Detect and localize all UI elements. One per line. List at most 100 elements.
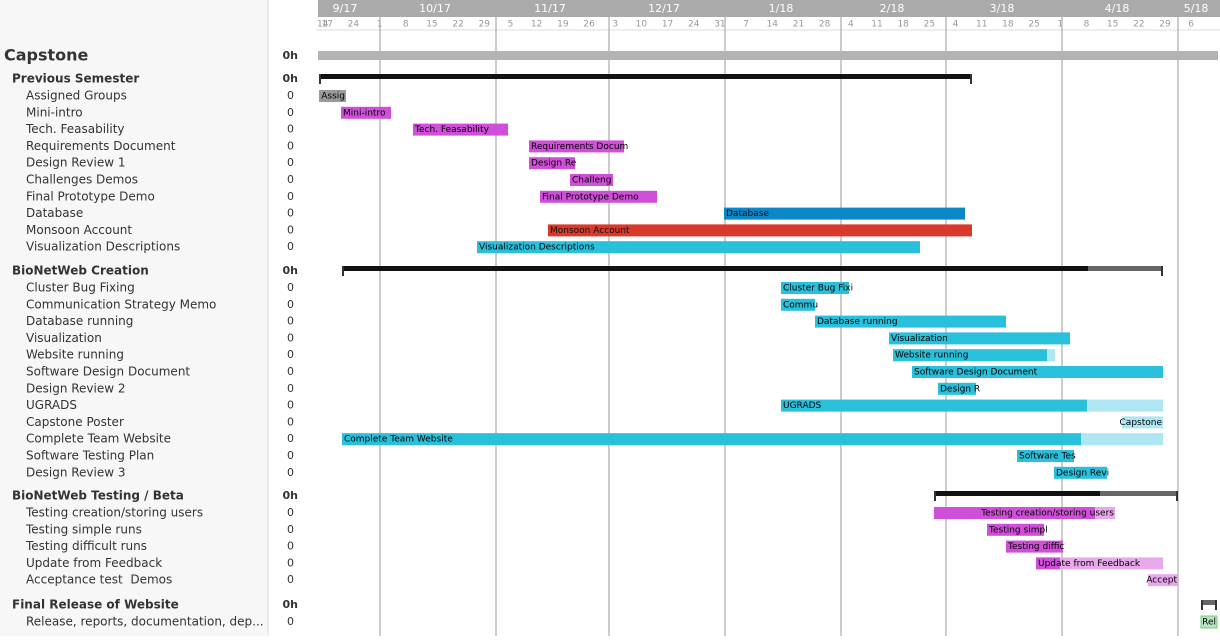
group-hours: 0h xyxy=(283,598,299,611)
task-name: Mini-intro xyxy=(26,105,83,119)
week-label: 1 xyxy=(1057,20,1063,30)
bar-label: Assig xyxy=(321,92,345,102)
bar-label: Commu xyxy=(783,300,818,310)
week-label: 31 xyxy=(714,20,725,30)
month-label: 9/17 xyxy=(333,2,358,15)
task-name: Visualization xyxy=(26,331,102,345)
month-label: 10/17 xyxy=(419,2,451,15)
task-bar xyxy=(319,90,346,102)
summary-cap xyxy=(1176,491,1178,501)
task-hours: 0 xyxy=(287,123,294,136)
bar-label: Requirements Docum xyxy=(531,142,628,152)
task-bar xyxy=(529,157,575,170)
task-bar xyxy=(912,366,1163,378)
task-bar xyxy=(724,207,965,220)
task-hours: 0 xyxy=(287,190,294,203)
week-label: 19 xyxy=(557,20,569,30)
task-hours: 0 xyxy=(287,223,294,236)
task-bar xyxy=(342,433,1081,446)
bar-label: Challeng xyxy=(572,176,611,186)
week-label: 18 xyxy=(897,20,909,30)
task-name: Design Review 3 xyxy=(26,465,126,479)
bar-label: Visualization Descriptions xyxy=(479,243,595,253)
week-label: 24 xyxy=(348,20,360,30)
task-hours: 0 xyxy=(287,365,294,378)
week-label: 8 xyxy=(403,20,409,30)
bar-label: Update from Feedback xyxy=(1038,559,1141,569)
task-name: Testing simple runs xyxy=(25,522,142,536)
task-name: Cluster Bug Fixing xyxy=(26,281,135,295)
project-name: Capstone xyxy=(4,46,89,65)
task-hours: 0 xyxy=(287,156,294,169)
summary-bar xyxy=(319,74,972,79)
bar-label: Rel xyxy=(1202,618,1216,628)
task-hours: 0 xyxy=(287,281,294,294)
task-name: Requirements Document xyxy=(26,139,176,153)
task-hours: 0 xyxy=(287,399,294,412)
task-hours: 0 xyxy=(287,173,294,186)
group-hours: 0h xyxy=(283,264,299,277)
week-label: 21 xyxy=(793,20,804,30)
week-label: 17 xyxy=(662,20,673,30)
task-hours: 0 xyxy=(287,449,294,462)
week-label: 22 xyxy=(452,20,463,30)
week-label: 4 xyxy=(953,20,959,30)
summary-cap xyxy=(1201,600,1203,610)
task-bar xyxy=(1017,450,1074,462)
bar-label: Software Tes xyxy=(1019,452,1076,462)
task-bar-remaining xyxy=(1036,557,1163,570)
task-hours: 0 xyxy=(287,106,294,119)
month-label: 1/18 xyxy=(769,2,794,15)
task-hours: 0 xyxy=(287,615,294,628)
summary-cap xyxy=(934,491,936,501)
project-bar xyxy=(318,51,1218,60)
week-label: 5 xyxy=(508,20,514,30)
task-bar xyxy=(1054,466,1107,479)
summary-cap xyxy=(1215,600,1217,610)
task-hours: 0 xyxy=(287,573,294,586)
task-hours: 0 xyxy=(287,240,294,253)
task-name: Tech. Feasability xyxy=(25,122,125,136)
task-hours: 0 xyxy=(287,540,294,553)
week-label: 17 xyxy=(321,20,332,30)
bar-label: Testing creation/storing users xyxy=(980,509,1114,519)
group-name: BioNetWeb Creation xyxy=(12,264,149,278)
week-label: 3 xyxy=(612,20,618,30)
task-bar xyxy=(934,507,1095,519)
task-hours: 0 xyxy=(287,331,294,344)
week-label: 28 xyxy=(819,20,831,30)
task-name: Visualization Descriptions xyxy=(26,240,180,254)
bar-label: Capstone xyxy=(1120,418,1163,428)
summary-bar xyxy=(342,266,1088,271)
task-hours: 0 xyxy=(287,523,294,536)
task-bar xyxy=(529,140,624,153)
bar-label: Testing simpl xyxy=(988,525,1048,535)
bar-label: Website running xyxy=(895,351,968,361)
task-bar xyxy=(781,282,849,294)
bar-label: Database xyxy=(726,209,769,219)
week-label: 25 xyxy=(924,20,935,30)
task-name: Design Review 2 xyxy=(26,381,126,395)
bar-label: Design Revi xyxy=(1056,468,1109,478)
task-hours: 0 xyxy=(287,139,294,152)
task-name: Database running xyxy=(26,314,133,328)
task-name: Testing difficult runs xyxy=(25,539,147,553)
bar-label: Final Prototype Demo xyxy=(542,192,639,202)
week-label: 22 xyxy=(1133,20,1144,30)
task-name: Final Prototype Demo xyxy=(26,189,155,203)
month-label: 11/17 xyxy=(534,2,566,15)
task-hours: 0 xyxy=(287,348,294,361)
task-hours: 0 xyxy=(287,466,294,479)
week-label: 7 xyxy=(743,20,749,30)
week-label: 6 xyxy=(1188,20,1194,30)
task-bar xyxy=(548,224,972,237)
summary-bar xyxy=(934,491,1100,496)
task-hours: 0 xyxy=(287,415,294,428)
week-label: 14 xyxy=(767,20,779,30)
week-label: 25 xyxy=(1028,20,1039,30)
bar-label: Tech. Feasability xyxy=(414,125,490,135)
task-name: Capstone Poster xyxy=(26,415,124,429)
task-bar xyxy=(413,123,508,136)
task-bar xyxy=(781,399,1087,412)
